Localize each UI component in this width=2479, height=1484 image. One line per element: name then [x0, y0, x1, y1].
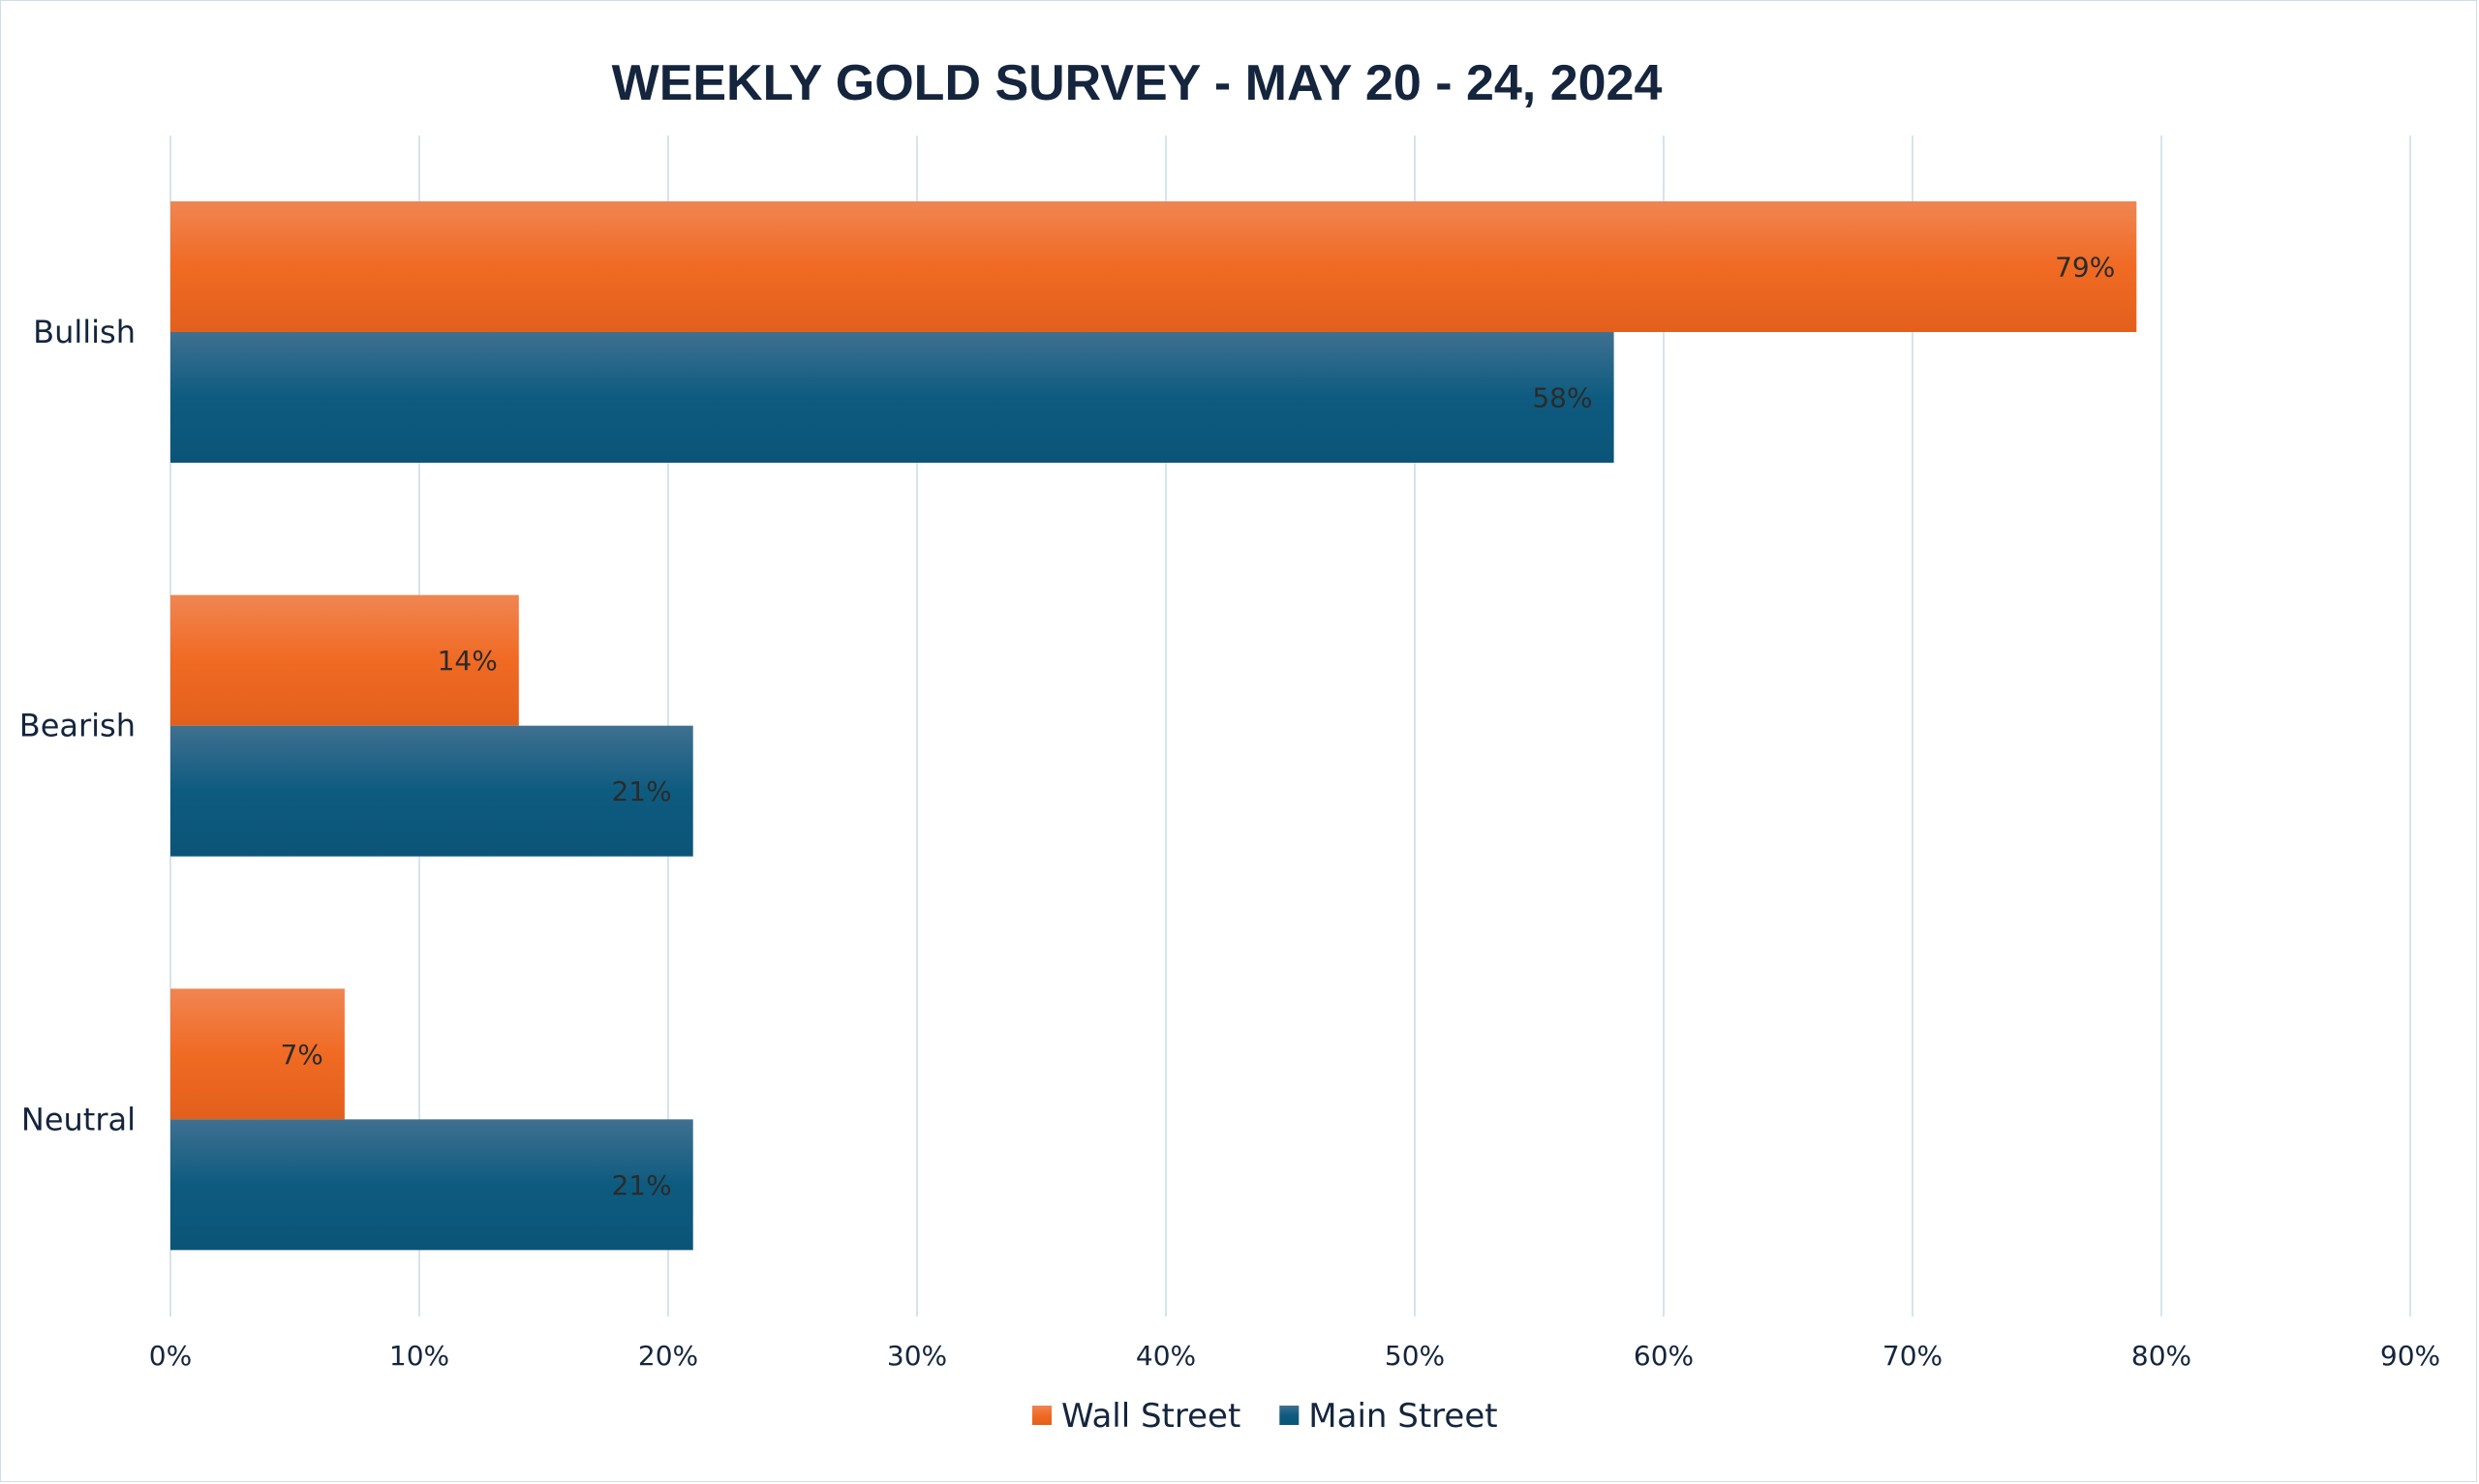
legend-swatch-main-street — [1279, 1406, 1300, 1425]
category-label-neutral: Neutral — [21, 1101, 136, 1137]
x-tick-label: 40% — [1136, 1340, 1196, 1372]
x-tick-label: 0% — [149, 1340, 192, 1372]
category-label-bullish: Bullish — [33, 314, 136, 350]
legend-label: Wall Street — [1061, 1397, 1240, 1436]
data-label: 14% — [438, 645, 498, 677]
bar-neutral-wall-street — [170, 988, 345, 1120]
bar-bearish-main-street — [170, 725, 693, 857]
chart-title: WEEKLY GOLD SURVEY - MAY 20 - 24, 2024 — [612, 55, 1663, 111]
bar-bearish-wall-street — [170, 594, 519, 726]
data-label: 21% — [611, 775, 671, 807]
bar-neutral-main-street — [170, 1119, 693, 1251]
data-label: 58% — [1532, 382, 1592, 414]
category-label-bearish: Bearish — [19, 708, 136, 744]
x-tick-label: 50% — [1385, 1340, 1445, 1372]
bar-bullish-wall-street — [170, 201, 2137, 332]
x-axis-ticks: 0% 10% 20% 30% 40% 50% 60% 70% 80% 90% — [149, 1340, 2440, 1372]
x-tick-label: 10% — [389, 1340, 449, 1372]
data-label: 21% — [611, 1169, 671, 1201]
legend-label: Main Street — [1308, 1397, 1497, 1436]
category-labels: Bullish Bearish Neutral — [19, 314, 136, 1137]
x-tick-label: 70% — [1882, 1340, 1943, 1372]
bar-bullish-main-street — [170, 332, 1614, 463]
x-tick-label: 90% — [2380, 1340, 2440, 1372]
legend: Wall Street Main Street — [1032, 1397, 1498, 1436]
bars — [170, 201, 2137, 1251]
data-labels: 79% 58% 14% 21% 7% 21% — [280, 252, 2115, 1201]
x-tick-label: 80% — [2131, 1340, 2191, 1372]
x-tick-label: 60% — [1634, 1340, 1694, 1372]
x-tick-label: 20% — [638, 1340, 698, 1372]
legend-swatch-wall-street — [1032, 1406, 1052, 1425]
x-tick-label: 30% — [887, 1340, 947, 1372]
data-label: 7% — [280, 1039, 322, 1071]
data-label: 79% — [2055, 252, 2115, 284]
